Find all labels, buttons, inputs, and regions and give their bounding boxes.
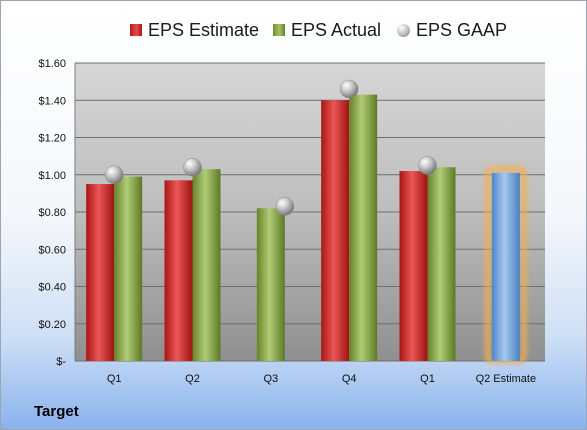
legend-label-eps-estimate: EPS Estimate <box>148 19 260 40</box>
bar <box>114 176 143 361</box>
bar <box>491 172 520 361</box>
y-tick-label: $1.60 <box>38 58 66 70</box>
bar <box>349 94 378 361</box>
gaap-marker <box>339 79 359 99</box>
x-tick-label: Q1 <box>420 373 435 385</box>
y-tick-label: $0.60 <box>38 244 66 256</box>
bar <box>86 184 115 361</box>
bar <box>164 180 193 361</box>
legend-swatch-eps-estimate <box>130 24 142 36</box>
gridlines <box>75 62 545 362</box>
bar <box>399 171 428 361</box>
legend-label-eps-actual: EPS Actual <box>291 19 382 40</box>
bar <box>321 100 350 361</box>
gaap-marker <box>183 158 202 177</box>
bar <box>427 167 456 361</box>
x-tick-label: Q1 <box>107 373 122 385</box>
legend-item-eps-gaap: EPS GAAP <box>397 18 507 42</box>
x-tick-label: Q2 <box>185 373 200 385</box>
y-tick-label: $1.20 <box>38 133 66 145</box>
legend-label-eps-gaap: EPS GAAP <box>416 19 508 40</box>
legend-marker-eps-gaap <box>397 23 410 37</box>
y-axis: $- $0.20 $0.40 $0.60 $0.80 $1.00 $1.20 $1.40 $1.… <box>38 58 76 368</box>
gaap-marker <box>275 197 295 216</box>
x-tick-label: Q4 <box>342 373 357 385</box>
y-tick-label: $0.80 <box>38 207 66 219</box>
bar <box>256 208 285 361</box>
legend-item-eps-actual: EPS Actual <box>273 18 381 42</box>
gaap-markers <box>104 79 437 216</box>
company-label: Target <box>34 403 79 420</box>
bars <box>86 94 527 364</box>
gaap-marker <box>104 165 124 184</box>
legend-item-eps-estimate: EPS Estimate <box>130 18 259 42</box>
y-tick-label: $- <box>56 356 66 368</box>
legend: EPS Estimate EPS Actual EPS GAAP <box>1 18 586 42</box>
y-tick-label: $0.20 <box>38 319 66 331</box>
y-tick-label: $1.00 <box>38 170 66 182</box>
y-tick-label: $0.40 <box>38 282 66 294</box>
x-tick-label: Q2 Estimate <box>476 373 537 385</box>
legend-swatch-eps-actual <box>273 24 285 36</box>
bar <box>192 169 221 361</box>
x-axis: Q1 Q2 Q3 Q4 Q1 Q2 Estimate <box>107 373 536 385</box>
y-tick-label: $1.40 <box>38 95 66 107</box>
x-tick-label: Q3 <box>263 373 278 385</box>
gaap-marker <box>418 156 437 175</box>
